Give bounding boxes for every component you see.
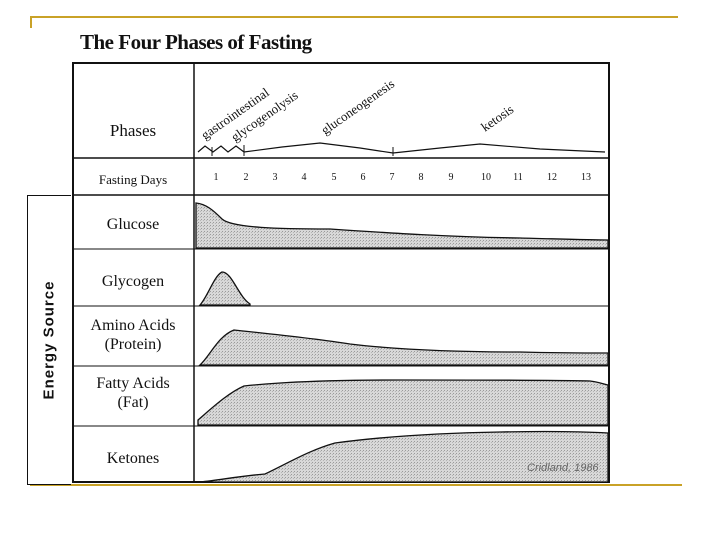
amino-acids-row-label: Amino Acids (Protein) [72, 316, 194, 354]
day-label: 8 [418, 172, 424, 183]
fatty-acids-label-line2: (Fat) [117, 394, 149, 412]
ketones-row-label: Ketones [106, 450, 160, 467]
day-label: 2 [243, 172, 249, 183]
source-credit: Cridland, 1986 [527, 462, 599, 474]
glucose-row-label: Glucose [106, 216, 160, 233]
phases-row-label: Phases [109, 121, 157, 140]
glycogen-row-label: Glycogen [101, 273, 165, 290]
day-label: 11 [513, 172, 523, 183]
fatty-acids-row-label: Fatty Acids (Fat) [72, 374, 194, 412]
day-label: 4 [301, 172, 307, 183]
day-label: 1 [213, 172, 219, 183]
day-label: 13 [581, 172, 591, 183]
day-label: 3 [272, 172, 278, 183]
fasting-days-row-label: Fasting Days [98, 172, 168, 187]
fatty-acids-label-line1: Fatty Acids [96, 375, 170, 392]
day-label: 12 [547, 172, 557, 183]
slide-frame-top-rule [30, 16, 678, 18]
day-label: 10 [481, 172, 491, 183]
energy-source-label: Energy Source [40, 280, 58, 400]
energy-source-bracket [27, 195, 71, 485]
slide-frame-corner-tick [30, 16, 32, 28]
day-label: 6 [360, 172, 366, 183]
diagram-title: The Four Phases of Fasting [80, 30, 312, 54]
amino-acids-label-line2: (Protein) [104, 336, 162, 354]
day-label: 9 [448, 172, 454, 183]
day-label: 7 [389, 172, 395, 183]
amino-acids-label-line1: Amino Acids [90, 317, 176, 334]
slide-frame-bottom-rule [30, 484, 682, 486]
day-label: 5 [331, 172, 337, 183]
